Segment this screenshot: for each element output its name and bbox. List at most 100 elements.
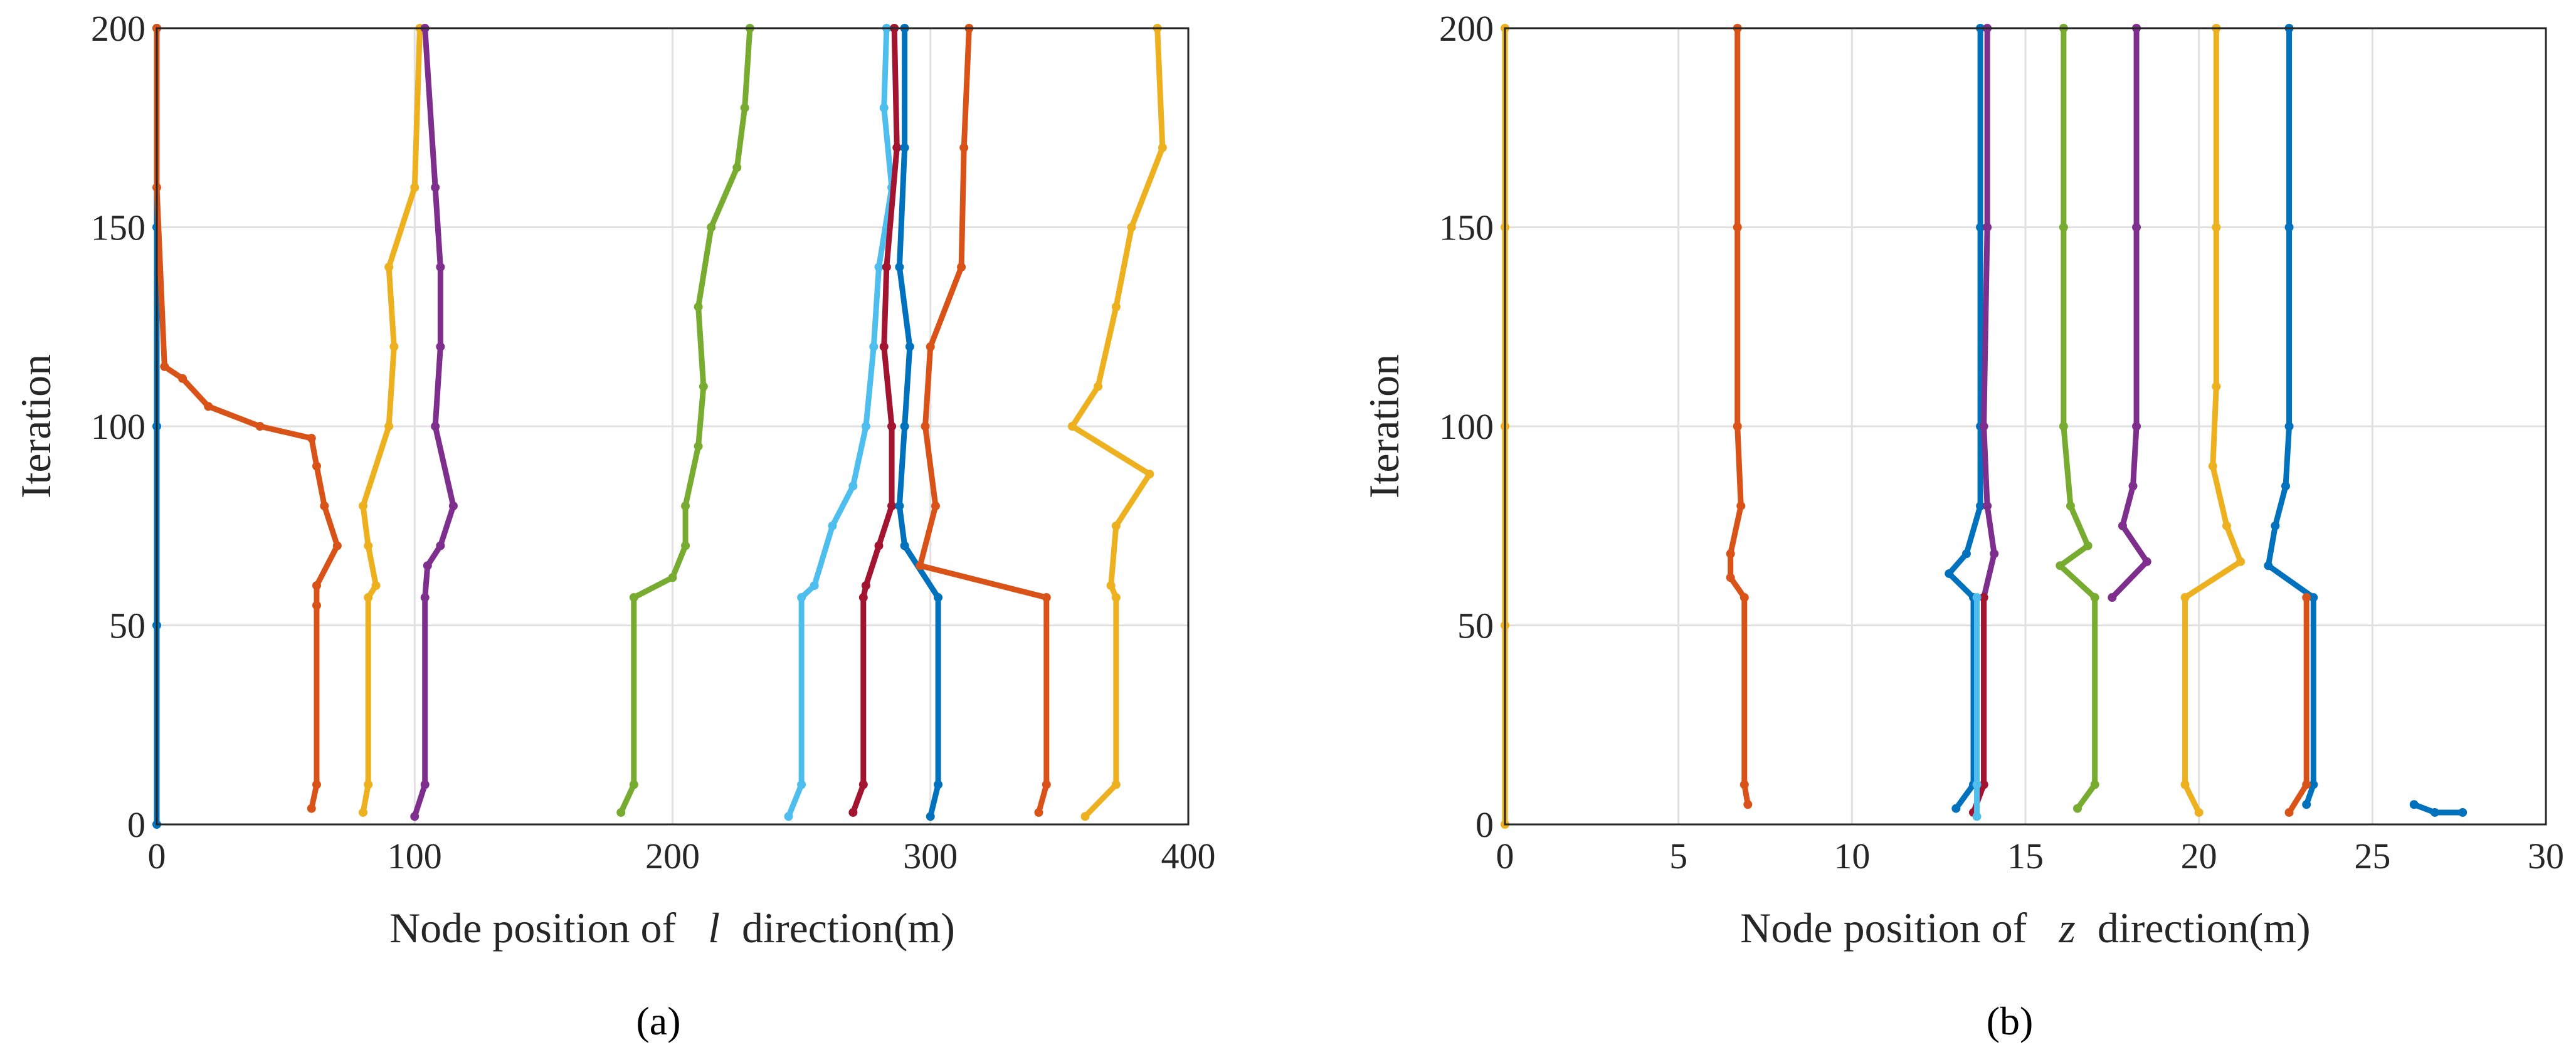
data-point bbox=[1983, 223, 1992, 232]
data-point bbox=[926, 342, 935, 351]
data-point bbox=[921, 422, 930, 431]
x-tick-label: 0 bbox=[148, 836, 166, 876]
data-point bbox=[1111, 593, 1121, 602]
data-point bbox=[1990, 549, 1999, 559]
data-point bbox=[2284, 807, 2294, 817]
series-node-9-trace bbox=[917, 25, 1050, 816]
data-point bbox=[2083, 541, 2093, 550]
data-point bbox=[307, 434, 316, 443]
chart-panel-a: 0 100 200 300 400 0 50 100 150 200 Node position… bbox=[12, 8, 1216, 1043]
data-point bbox=[740, 103, 749, 112]
x-tick-label: 200 bbox=[645, 836, 700, 876]
data-point bbox=[2430, 807, 2439, 817]
data-point bbox=[312, 581, 321, 590]
x-tick-label: 100 bbox=[388, 836, 442, 876]
data-point bbox=[312, 461, 321, 471]
data-point bbox=[410, 812, 420, 821]
series-node-9-trace bbox=[2182, 25, 2244, 816]
data-point bbox=[436, 263, 445, 271]
series-node-3-trace bbox=[360, 25, 423, 816]
data-point bbox=[2108, 593, 2117, 602]
y-tick-label: 0 bbox=[1475, 804, 1494, 845]
data-point bbox=[384, 263, 394, 271]
x-tick-label: 0 bbox=[1496, 836, 1514, 876]
y-tick-label: 50 bbox=[109, 606, 145, 646]
y-tick-labels-a: 0 50 100 150 200 bbox=[91, 8, 145, 845]
data-point bbox=[828, 521, 837, 530]
data-point bbox=[389, 342, 399, 351]
data-point bbox=[797, 593, 806, 602]
data-point bbox=[892, 143, 902, 152]
data-point bbox=[2090, 593, 2099, 602]
data-point bbox=[681, 502, 690, 510]
data-point bbox=[882, 263, 891, 271]
data-point bbox=[2132, 223, 2141, 232]
data-point bbox=[668, 573, 677, 582]
data-point bbox=[858, 593, 868, 602]
y-tick-label: 0 bbox=[127, 804, 145, 845]
data-point bbox=[1976, 223, 1985, 232]
series-node-11-trace bbox=[2286, 594, 2309, 816]
data-point bbox=[420, 780, 430, 789]
data-point bbox=[895, 263, 904, 271]
x-axis-label-prefix: Node position of bbox=[1740, 904, 2027, 952]
data-point bbox=[1042, 593, 1051, 602]
data-point bbox=[178, 374, 187, 383]
data-point bbox=[255, 422, 265, 431]
data-point bbox=[1733, 223, 1742, 232]
series-node-5-trace bbox=[618, 25, 753, 816]
y-axis-label-a: Iteration bbox=[12, 354, 60, 498]
data-point bbox=[848, 481, 858, 491]
data-point bbox=[2142, 557, 2151, 566]
data-point bbox=[931, 502, 940, 510]
data-point bbox=[2271, 521, 2280, 530]
data-point bbox=[2212, 382, 2221, 391]
x-tick-label: 20 bbox=[2181, 836, 2217, 876]
series-node-7-trace bbox=[2057, 25, 2098, 812]
data-point bbox=[364, 541, 373, 550]
y-tick-label: 50 bbox=[1457, 606, 1494, 646]
data-point bbox=[1127, 223, 1136, 232]
x-tick-label: 10 bbox=[1834, 836, 1870, 876]
y-axis-label-b: Iteration bbox=[1360, 354, 1408, 498]
data-point bbox=[1034, 807, 1043, 817]
grid-a bbox=[156, 27, 1190, 826]
x-axis-label-suffix: direction(m) bbox=[742, 904, 955, 952]
series-node-2-trace bbox=[154, 25, 340, 812]
data-point bbox=[2208, 461, 2217, 471]
x-tick-label: 25 bbox=[2354, 836, 2390, 876]
data-point bbox=[1106, 581, 1116, 590]
data-point bbox=[1042, 780, 1051, 789]
y-tick-label: 150 bbox=[1439, 208, 1494, 248]
y-tick-label: 150 bbox=[91, 208, 145, 248]
series-node-8-trace bbox=[896, 25, 941, 819]
data-point bbox=[1961, 549, 1971, 559]
data-point bbox=[2409, 800, 2419, 809]
data-point bbox=[1158, 143, 1167, 152]
data-point bbox=[420, 593, 430, 602]
data-point bbox=[1972, 780, 1982, 789]
data-point bbox=[2118, 521, 2127, 530]
data-point bbox=[900, 541, 909, 550]
data-point bbox=[1979, 593, 1988, 602]
series-node-6-trace bbox=[786, 25, 895, 819]
data-point bbox=[2284, 223, 2294, 232]
data-point bbox=[2180, 593, 2190, 602]
grid-b bbox=[1504, 27, 2547, 826]
data-point bbox=[410, 183, 420, 192]
data-point bbox=[895, 502, 904, 510]
data-point bbox=[887, 502, 897, 510]
data-point bbox=[934, 593, 943, 602]
x-tick-label: 300 bbox=[903, 836, 958, 876]
data-point bbox=[436, 342, 445, 351]
data-point bbox=[694, 302, 703, 312]
data-point bbox=[312, 601, 321, 610]
data-point bbox=[2302, 780, 2311, 789]
x-axis-label-variable: z bbox=[2058, 904, 2075, 952]
y-tick-label: 100 bbox=[91, 406, 145, 447]
data-point bbox=[707, 223, 716, 232]
data-point bbox=[1739, 593, 1749, 602]
data-point bbox=[1080, 812, 1090, 821]
y-tick-label: 100 bbox=[1439, 406, 1494, 447]
